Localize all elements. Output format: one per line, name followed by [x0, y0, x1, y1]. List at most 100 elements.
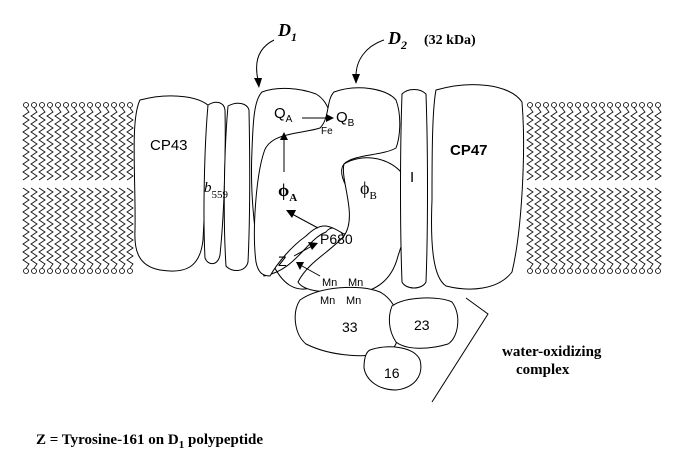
- lipid-head: [631, 102, 637, 108]
- lipid-head: [119, 268, 125, 274]
- mn-label-1: Mn: [322, 277, 337, 289]
- lipid-layer-left-upper: [22, 102, 134, 181]
- mn-label-4: Mn: [346, 295, 361, 307]
- lipid-head: [39, 102, 45, 108]
- protein-16-label: 16: [384, 365, 400, 381]
- lipid-tail: [614, 187, 622, 269]
- lipid-head: [535, 102, 541, 108]
- lipid-head: [583, 102, 589, 108]
- lipid-tail: [94, 187, 102, 269]
- lipid-head: [55, 102, 61, 108]
- lipid-head: [23, 268, 29, 274]
- d2-mass-label: (32 kDa): [424, 33, 476, 48]
- lipid-head: [607, 268, 613, 274]
- lipid-tail: [598, 107, 606, 181]
- lipid-tail: [118, 107, 126, 181]
- lipid-head: [591, 102, 597, 108]
- lipid-head: [655, 268, 661, 274]
- lipid-head: [575, 102, 581, 108]
- lipid-tail: [534, 187, 542, 269]
- lipid-head: [111, 268, 117, 274]
- lipid-tail: [110, 187, 118, 269]
- lipid-head: [527, 268, 533, 274]
- lipid-tail: [38, 187, 46, 269]
- lipid-tail: [62, 187, 70, 269]
- z-to-p680-arrowhead: [308, 242, 318, 250]
- lipid-head: [47, 102, 53, 108]
- lipid-tail: [542, 187, 550, 269]
- lipid-head: [87, 102, 93, 108]
- woc-label-line2: complex: [516, 362, 570, 378]
- lipid-tail: [118, 187, 126, 269]
- lipid-head: [71, 268, 77, 274]
- lipid-tail: [566, 187, 574, 269]
- lipid-head: [95, 268, 101, 274]
- lipid-head: [79, 268, 85, 274]
- lipid-head: [599, 268, 605, 274]
- p680-to-phia-arrowhead: [286, 210, 296, 218]
- lipid-head: [543, 268, 549, 274]
- lipid-tail: [606, 187, 614, 269]
- lipid-head: [575, 268, 581, 274]
- woc-label-line1: water-oxidizing: [502, 344, 602, 360]
- cp43-protein: [133, 95, 213, 272]
- lipid-tail: [78, 187, 86, 269]
- woc-bracket: [431, 297, 489, 403]
- lipid-tail: [646, 187, 654, 269]
- lipid-tail: [622, 107, 630, 181]
- lipid-head: [543, 102, 549, 108]
- lipid-head: [639, 268, 645, 274]
- lipid-tail: [22, 107, 30, 181]
- b559-lobe-left: [203, 101, 226, 265]
- qa-label: QA: [274, 105, 293, 125]
- lipid-head: [87, 268, 93, 274]
- protein-33-label: 33: [342, 319, 358, 335]
- lipid-tail: [86, 107, 94, 181]
- lipid-tail: [126, 187, 134, 269]
- b559-lobe-right: [223, 102, 251, 271]
- lipid-tail: [558, 187, 566, 269]
- lipid-head: [655, 102, 661, 108]
- lipid-tail: [630, 187, 638, 269]
- lipid-head: [103, 102, 109, 108]
- lipid-tail: [582, 187, 590, 269]
- cp47-protein: [431, 84, 525, 290]
- lipid-tail: [526, 107, 534, 181]
- qb-label: QB: [336, 109, 355, 129]
- lipid-head: [63, 268, 69, 274]
- subunit-i-label: I: [410, 169, 414, 186]
- cp47-label: CP47: [450, 142, 488, 159]
- lipid-head: [567, 268, 573, 274]
- lipid-tail: [102, 107, 110, 181]
- lipid-head: [551, 268, 557, 274]
- lipid-tail: [574, 107, 582, 181]
- lipid-tail: [70, 107, 78, 181]
- d2-pointer-arrow: [355, 39, 385, 77]
- lipid-tail: [606, 107, 614, 181]
- subunit-i-protein: [400, 89, 428, 289]
- d1-label: D1: [277, 20, 297, 44]
- caption: Z = Tyrosine-161 on D1 polypeptide: [36, 432, 263, 451]
- lipid-head: [559, 268, 565, 274]
- qa-to-qb-arrowhead: [326, 114, 334, 122]
- lipid-tail: [526, 187, 534, 269]
- lipid-tail: [126, 107, 134, 181]
- phia-to-qa-arrowhead: [280, 132, 288, 140]
- lipid-head: [127, 268, 133, 274]
- p680-to-phia-arrow: [291, 213, 319, 229]
- lipid-tail: [654, 187, 662, 269]
- protein-23-label: 23: [414, 317, 430, 333]
- lipid-head: [47, 268, 53, 274]
- cp43-label: CP43: [150, 137, 188, 154]
- lipid-head: [567, 102, 573, 108]
- lipid-tail: [54, 187, 62, 269]
- lipid-tail: [86, 187, 94, 269]
- lipid-tail: [574, 187, 582, 269]
- lipid-tail: [46, 107, 54, 181]
- lipid-head: [535, 268, 541, 274]
- protein-16: [363, 346, 422, 391]
- lipid-head: [647, 268, 653, 274]
- lipid-tail: [630, 107, 638, 181]
- lipid-tail: [598, 187, 606, 269]
